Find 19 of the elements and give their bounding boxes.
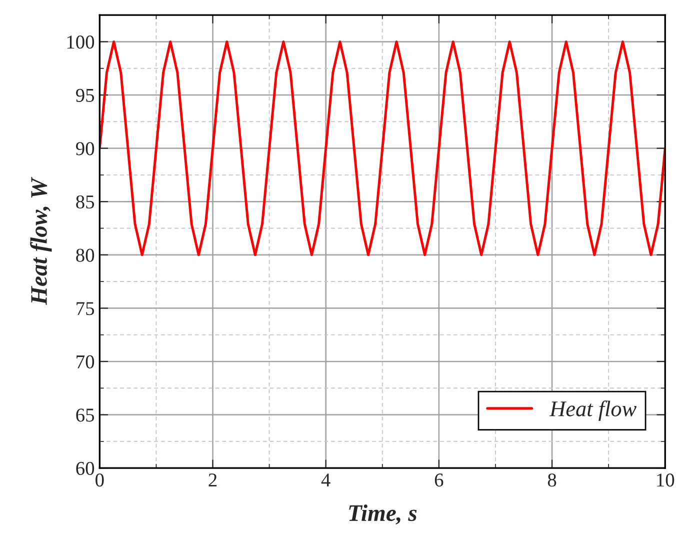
y-tick-label: 100 [67, 36, 94, 49]
legend-label: Heat flow [549, 400, 636, 421]
x-tick-label: 10 [657, 473, 674, 487]
y-axis-title: Heat flow, W [30, 176, 52, 306]
x-tick-label: 4 [321, 474, 330, 486]
line-series [100, 40, 666, 256]
y-tick-label: 90 [76, 142, 94, 156]
y-tick-label: 85 [76, 195, 94, 209]
y-tick-label: 75 [76, 302, 94, 316]
x-tick-label: 2 [208, 474, 217, 486]
y-tick-label: 70 [76, 355, 94, 368]
y-tick-label: 65 [76, 408, 94, 422]
x-tick-label: 0 [96, 473, 104, 487]
y-tick-label: 80 [76, 248, 94, 262]
x-tick-label: 6 [434, 474, 444, 487]
x-axis-title: Time, s [349, 504, 417, 524]
y-tick-label: 60 [76, 462, 94, 475]
y-tick-label: 95 [76, 88, 94, 102]
x-tick-label: 8 [548, 473, 556, 487]
